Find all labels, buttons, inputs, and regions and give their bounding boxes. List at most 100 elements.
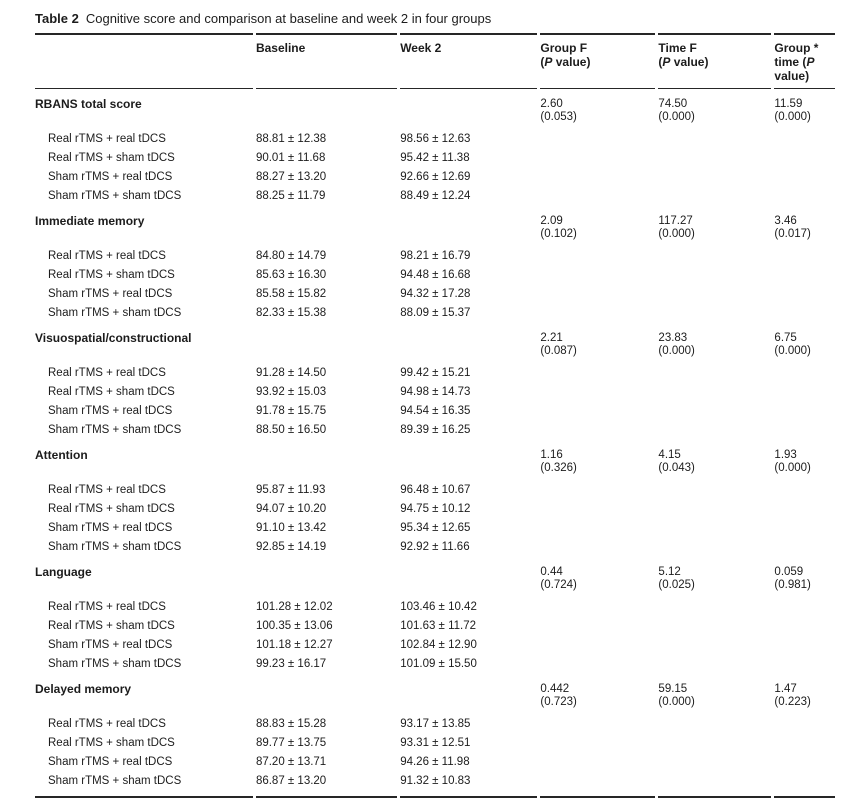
- section-label: Language: [35, 565, 92, 579]
- time-f-stat: 4.15 (0.043): [658, 449, 695, 474]
- time-f-stat: 74.50 (0.000): [658, 98, 695, 123]
- header-time-f: Time F (P value): [658, 33, 772, 89]
- header-group-f: Group F (P value): [540, 33, 656, 89]
- section-row: Visuospatial/constructional 2.21 (0.087) …: [35, 323, 835, 364]
- group-label: Sham rTMS + real tDCS: [48, 171, 173, 183]
- time-f-stat: 5.12 (0.025): [658, 566, 695, 591]
- cognitive-score-table: Baseline Week 2 Group F (P value) Time F…: [32, 33, 838, 798]
- group-label: Real rTMS + real tDCS: [48, 484, 166, 496]
- table-row: Real rTMS + sham tDCS 89.77 ± 13.75 93.3…: [35, 734, 835, 753]
- header-week2: Week 2: [400, 33, 538, 89]
- baseline-value: 91.78 ± 15.75: [255, 405, 327, 417]
- group-label: Sham rTMS + real tDCS: [48, 639, 173, 651]
- group-label: Real rTMS + sham tDCS: [48, 152, 175, 164]
- table-row: Real rTMS + sham tDCS 100.35 ± 13.06 101…: [35, 617, 835, 636]
- baseline-value: 93.92 ± 15.03: [255, 386, 327, 398]
- group-label: Sham rTMS + sham tDCS: [35, 772, 253, 798]
- baseline-value: 88.81 ± 12.38: [255, 133, 327, 145]
- table-row: Sham rTMS + real tDCS 88.27 ± 13.20 92.6…: [35, 168, 835, 187]
- week2-value: 103.46 ± 10.42: [400, 601, 477, 613]
- group-label: Real rTMS + real tDCS: [48, 250, 166, 262]
- week2-value: 95.34 ± 12.65: [400, 522, 471, 534]
- week2-value: 94.32 ± 17.28: [400, 288, 471, 300]
- week2-value: 91.32 ± 10.83: [400, 772, 538, 798]
- table-row: Sham rTMS + real tDCS 91.10 ± 13.42 95.3…: [35, 519, 835, 538]
- table-row: Sham rTMS + real tDCS 101.18 ± 12.27 102…: [35, 636, 835, 655]
- table-row: Real rTMS + sham tDCS 94.07 ± 10.20 94.7…: [35, 500, 835, 519]
- group-f-stat: 0.442 (0.723): [540, 683, 577, 708]
- baseline-value: 90.01 ± 11.68: [255, 152, 326, 164]
- group-label: Real rTMS + sham tDCS: [48, 269, 175, 281]
- week2-value: 93.17 ± 13.85: [400, 718, 471, 730]
- group-f-stat: 2.21 (0.087): [540, 332, 577, 357]
- section-row: Immediate memory 2.09 (0.102) 117.27 (0.00…: [35, 206, 835, 247]
- table-row: Sham rTMS + sham tDCS 88.25 ± 11.79 88.4…: [35, 187, 835, 206]
- week2-value: 98.21 ± 16.79: [400, 250, 471, 262]
- week2-value: 101.09 ± 15.50: [400, 658, 477, 670]
- table-header-row: Baseline Week 2 Group F (P value) Time F…: [35, 33, 835, 89]
- section-label: Delayed memory: [35, 682, 132, 696]
- baseline-value: 82.33 ± 15.38: [255, 307, 327, 319]
- table-row: Real rTMS + real tDCS 91.28 ± 14.50 99.4…: [35, 364, 835, 383]
- group-label: Sham rTMS + real tDCS: [48, 405, 173, 417]
- header-time-f-pvalue: (P value): [658, 55, 709, 69]
- baseline-value: 100.35 ± 13.06: [255, 620, 333, 632]
- table-row: Real rTMS + sham tDCS 90.01 ± 11.68 95.4…: [35, 149, 835, 168]
- section-label: RBANS total score: [35, 97, 142, 111]
- group-f-stat: 2.09 (0.102): [540, 215, 577, 240]
- week2-value: 99.42 ± 15.21: [400, 367, 471, 379]
- week2-value: 93.31 ± 12.51: [400, 737, 471, 749]
- group-time-stat: 3.46 (0.017): [774, 215, 811, 240]
- section-row: Delayed memory 0.442 (0.723) 59.15 (0.000)…: [35, 674, 835, 715]
- baseline-value: 95.87 ± 11.93: [255, 484, 326, 496]
- week2-value: 94.54 ± 16.35: [400, 405, 471, 417]
- group-label: Real rTMS + sham tDCS: [48, 737, 175, 749]
- table-row: Sham rTMS + real tDCS 85.58 ± 15.82 94.3…: [35, 285, 835, 304]
- table-row: Sham rTMS + sham tDCS 86.87 ± 13.20 91.3…: [35, 772, 835, 798]
- baseline-value: 91.28 ± 14.50: [255, 367, 327, 379]
- table-row: Sham rTMS + sham tDCS 88.50 ± 16.50 89.3…: [35, 421, 835, 440]
- baseline-value: 88.50 ± 16.50: [255, 424, 327, 436]
- group-time-stat: 0.059 (0.981): [774, 566, 811, 591]
- group-f-stat: 2.60 (0.053): [540, 98, 577, 123]
- week2-value: 98.56 ± 12.63: [400, 133, 471, 145]
- section-row: Language 0.44 (0.724) 5.12 (0.025) 0.059 (0…: [35, 557, 835, 598]
- baseline-value: 94.07 ± 10.20: [255, 503, 327, 515]
- section-row: RBANS total score 2.60 (0.053) 74.50 (0.00…: [35, 89, 835, 130]
- group-label: Real rTMS + sham tDCS: [48, 503, 175, 515]
- group-time-stat: 1.93 (0.000): [774, 449, 811, 474]
- group-label: Sham rTMS + sham tDCS: [48, 424, 182, 436]
- table-row: Sham rTMS + sham tDCS 82.33 ± 15.38 88.0…: [35, 304, 835, 323]
- baseline-value: 101.18 ± 12.27: [255, 639, 333, 651]
- week2-value: 96.48 ± 10.67: [400, 484, 471, 496]
- group-time-stat: 11.59 (0.000): [774, 98, 811, 123]
- group-label: Real rTMS + real tDCS: [48, 601, 166, 613]
- week2-value: 94.26 ± 11.98: [400, 756, 470, 768]
- group-f-stat: 0.44 (0.724): [540, 566, 577, 591]
- week2-value: 88.49 ± 12.24: [400, 190, 471, 202]
- time-f-stat: 23.83 (0.000): [658, 332, 695, 357]
- week2-value: 94.75 ± 10.12: [400, 503, 471, 515]
- group-label: Real rTMS + real tDCS: [48, 367, 166, 379]
- table-row: Real rTMS + sham tDCS 93.92 ± 15.03 94.9…: [35, 383, 835, 402]
- group-label: Real rTMS + real tDCS: [48, 133, 166, 145]
- group-label: Sham rTMS + sham tDCS: [48, 190, 182, 202]
- header-group-time: Group * time (P value): [774, 33, 835, 89]
- group-label: Sham rTMS + sham tDCS: [48, 541, 182, 553]
- group-label: Real rTMS + sham tDCS: [48, 620, 175, 632]
- empty-header-cell: [35, 33, 253, 89]
- time-f-stat: 59.15 (0.000): [658, 683, 695, 708]
- baseline-value: 92.85 ± 14.19: [255, 541, 327, 553]
- baseline-value: 86.87 ± 13.20: [255, 772, 398, 798]
- table-row: Sham rTMS + sham tDCS 92.85 ± 14.19 92.9…: [35, 538, 835, 557]
- section-label: Visuospatial/constructional: [35, 331, 192, 345]
- section-label: Attention: [35, 448, 88, 462]
- group-time-stat: 1.47 (0.223): [774, 683, 811, 708]
- table-caption-text: Cognitive score and comparison at baseli…: [85, 11, 492, 26]
- table-row: Sham rTMS + real tDCS 91.78 ± 15.75 94.5…: [35, 402, 835, 421]
- baseline-value: 85.63 ± 16.30: [255, 269, 327, 281]
- group-label: Real rTMS + real tDCS: [48, 718, 166, 730]
- header-baseline: Baseline: [255, 33, 398, 89]
- week2-value: 88.09 ± 15.37: [400, 307, 471, 319]
